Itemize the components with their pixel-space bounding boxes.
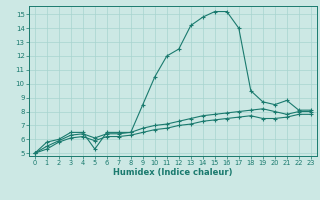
- X-axis label: Humidex (Indice chaleur): Humidex (Indice chaleur): [113, 168, 233, 177]
